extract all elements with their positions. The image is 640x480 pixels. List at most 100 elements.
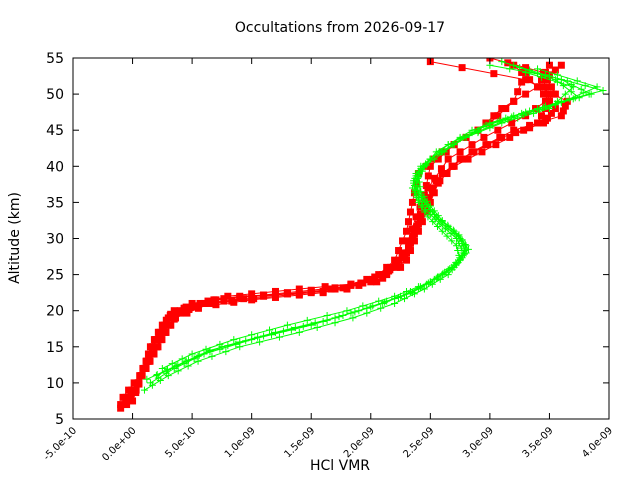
data-point	[363, 309, 371, 317]
data-point	[422, 206, 430, 214]
data-point	[295, 328, 303, 336]
data-point	[455, 239, 463, 247]
data-point	[375, 297, 383, 305]
x-axis-label: HCl VMR	[310, 458, 370, 474]
series-line	[144, 71, 575, 391]
data-point	[127, 393, 135, 401]
data-point	[539, 90, 547, 98]
data-point	[377, 304, 385, 312]
data-point	[260, 332, 268, 340]
data-point	[522, 76, 530, 84]
data-point	[307, 286, 315, 294]
data-point	[538, 112, 546, 120]
x-tick-label: 0.0e+00	[100, 425, 138, 463]
data-point	[260, 291, 268, 299]
data-point	[212, 301, 220, 309]
data-point	[208, 352, 216, 360]
data-point	[526, 76, 534, 84]
x-tick-label: 3.0e-09	[461, 425, 496, 460]
x-tick-label: 1.5e-09	[282, 425, 317, 460]
data-point	[162, 328, 170, 336]
data-point	[426, 198, 434, 206]
data-point	[410, 177, 418, 185]
data-point	[414, 173, 422, 181]
data-point	[299, 322, 307, 330]
data-point	[313, 324, 321, 332]
data-point	[148, 381, 156, 389]
data-point	[454, 247, 462, 255]
data-point	[561, 90, 569, 98]
data-point	[339, 284, 347, 292]
data-point	[406, 208, 414, 216]
data-point	[549, 90, 557, 98]
data-point	[182, 303, 190, 311]
data-point	[577, 85, 585, 93]
data-point	[508, 113, 516, 121]
data-point	[557, 112, 565, 120]
data-point	[424, 279, 432, 287]
data-point	[539, 76, 547, 84]
data-point	[200, 299, 208, 307]
data-point	[295, 290, 303, 298]
data-point	[458, 64, 466, 72]
data-point	[129, 397, 137, 405]
data-point	[432, 274, 440, 282]
data-point	[430, 189, 438, 197]
data-point	[457, 244, 465, 252]
data-point	[545, 61, 553, 69]
data-point	[455, 231, 463, 239]
data-point	[283, 289, 291, 297]
data-point	[331, 284, 339, 292]
x-tick-label: 2.0e-09	[342, 425, 377, 460]
data-point	[424, 172, 432, 180]
data-point	[504, 59, 512, 67]
data-point	[393, 263, 401, 271]
data-point	[536, 106, 544, 114]
y-tick-label: 20	[46, 304, 64, 320]
data-point	[256, 338, 264, 346]
data-point	[468, 141, 476, 149]
data-point	[399, 237, 407, 245]
data-point	[414, 227, 422, 235]
data-point	[185, 356, 193, 364]
data-point	[335, 313, 343, 321]
chart-title: Occultations from 2026-09-17	[235, 20, 445, 36]
data-point	[228, 297, 236, 305]
data-point	[490, 112, 498, 120]
data-point	[437, 148, 445, 156]
data-point	[156, 376, 164, 384]
data-point	[224, 292, 232, 300]
data-point	[585, 90, 593, 98]
data-point	[283, 321, 291, 329]
data-point	[458, 236, 466, 244]
data-point	[444, 271, 452, 279]
data-point	[423, 197, 431, 205]
data-point	[148, 350, 156, 358]
data-point	[559, 107, 567, 115]
data-point	[164, 372, 172, 380]
data-point	[444, 221, 452, 229]
data-point	[579, 89, 587, 97]
data-point	[415, 196, 423, 204]
data-point	[474, 127, 482, 135]
data-point	[406, 247, 414, 255]
data-point	[155, 328, 163, 336]
data-point	[391, 259, 399, 267]
data-point	[403, 256, 411, 264]
data-point	[551, 101, 559, 109]
data-point	[502, 105, 510, 113]
data-point	[559, 82, 567, 90]
data-point	[375, 271, 383, 279]
data-point	[351, 308, 359, 316]
data-point	[420, 192, 428, 200]
data-point	[331, 319, 339, 327]
data-point	[357, 279, 365, 287]
data-point	[514, 114, 522, 122]
data-point	[448, 237, 456, 245]
data-point	[438, 216, 446, 224]
data-point	[137, 372, 145, 380]
data-point	[541, 117, 549, 125]
data-point	[567, 88, 575, 96]
data-point	[206, 299, 214, 307]
data-point	[516, 64, 524, 72]
